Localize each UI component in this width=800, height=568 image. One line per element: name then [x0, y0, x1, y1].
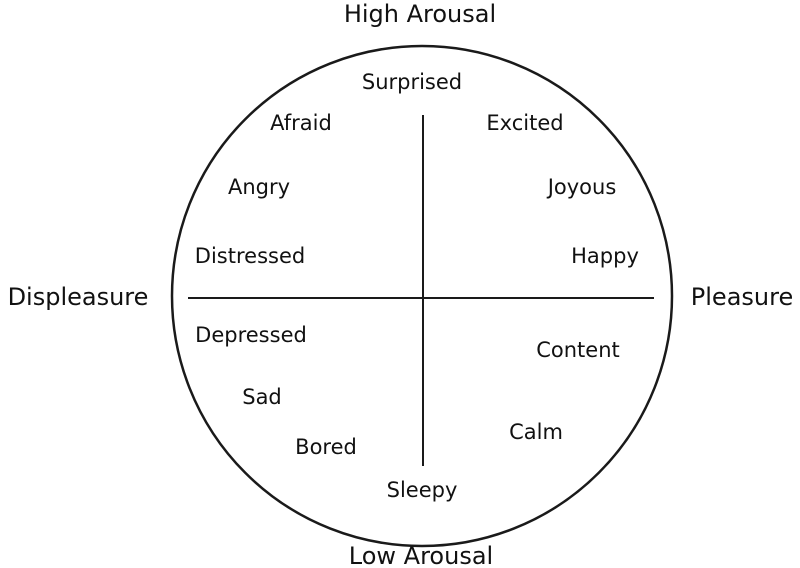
emotion-label-sleepy: Sleepy [387, 478, 458, 502]
emotion-label-calm: Calm [509, 420, 563, 444]
axis-label-pleasure: Pleasure [691, 283, 793, 311]
emotion-label-content: Content [536, 338, 620, 362]
emotion-label-joyous: Joyous [546, 175, 617, 199]
circumplex-circle [170, 44, 674, 548]
emotion-label-surprised: Surprised [362, 70, 462, 94]
emotion-label-depressed: Depressed [195, 323, 307, 347]
emotion-label-excited: Excited [486, 111, 563, 135]
axis-label-high-arousal: High Arousal [344, 0, 496, 28]
emotion-label-sad: Sad [242, 385, 282, 409]
emotion-label-afraid: Afraid [270, 111, 332, 135]
axis-label-low-arousal: Low Arousal [349, 542, 493, 568]
emotion-label-angry: Angry [228, 175, 290, 199]
emotion-label-distressed: Distressed [195, 244, 305, 268]
emotion-label-happy: Happy [571, 244, 639, 268]
emotion-label-bored: Bored [295, 435, 357, 459]
axis-label-displeasure: Displeasure [8, 283, 149, 311]
